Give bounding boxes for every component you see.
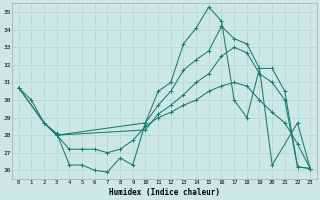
X-axis label: Humidex (Indice chaleur): Humidex (Indice chaleur) bbox=[109, 188, 220, 197]
